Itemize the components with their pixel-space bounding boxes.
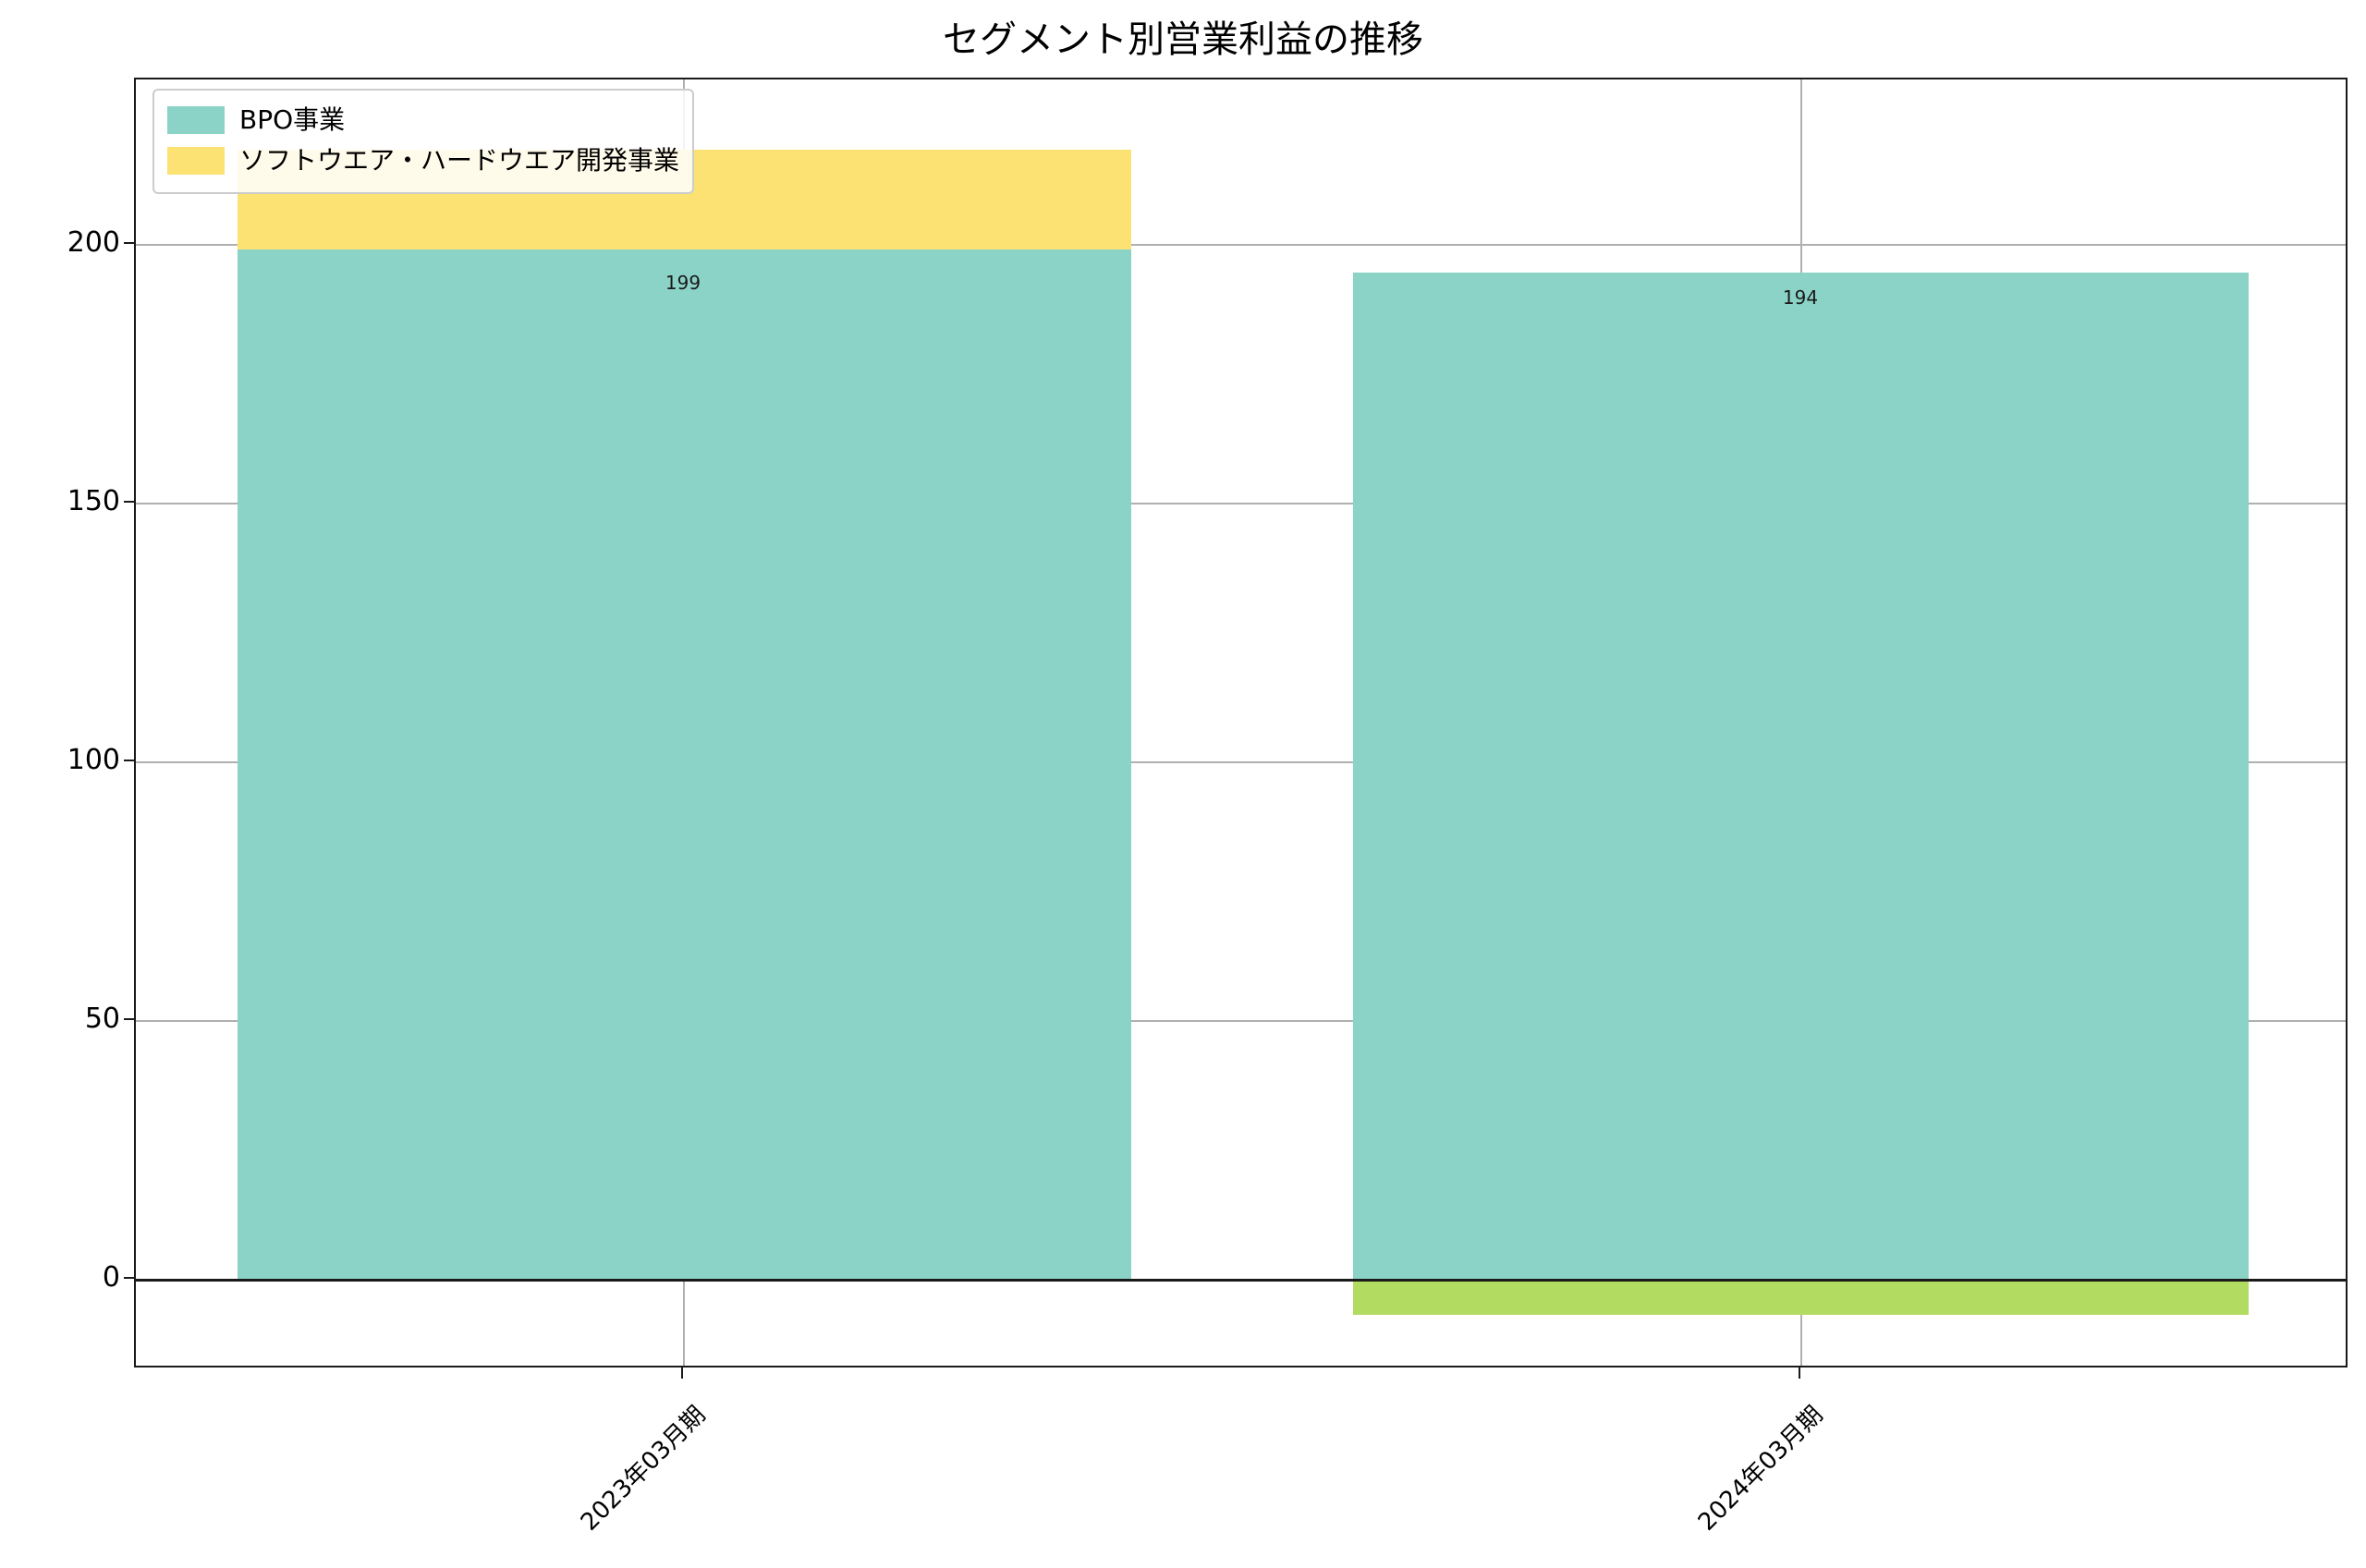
bar-2024-software-negative[interactable]	[1353, 1282, 2249, 1315]
y-tick-label-200: 200	[67, 226, 120, 259]
bar-label-2023: 199	[665, 272, 701, 294]
y-tick-label-50: 50	[84, 1003, 120, 1035]
gridline-200	[136, 244, 2346, 246]
y-tick-mark-0	[124, 1277, 135, 1279]
legend: BPO事業 ソフトウエア・ハードウエア開発事業	[152, 89, 695, 194]
legend-swatch-software	[167, 147, 225, 175]
legend-label-bpo: BPO事業	[239, 104, 346, 135]
y-tick-label-100: 100	[67, 744, 120, 776]
gridline-50	[136, 1020, 2346, 1022]
bar-2023-bpo[interactable]	[238, 249, 1131, 1280]
x-tick-label-2023: 2023年03月期	[575, 1401, 712, 1537]
y-tick-label-0: 0	[102, 1261, 120, 1294]
legend-item-bpo[interactable]: BPO事業	[167, 100, 679, 140]
bar-label-2024: 194	[1782, 286, 1819, 309]
bar-2024-bpo[interactable]	[1353, 273, 2249, 1280]
zero-baseline	[136, 1279, 2346, 1282]
x-tick-mark-2024	[1799, 1367, 1800, 1379]
y-tick-mark-150	[124, 501, 135, 503]
plot-area: 199 194	[134, 78, 2348, 1367]
y-tick-label-150: 150	[67, 485, 120, 517]
legend-swatch-bpo	[167, 106, 225, 134]
y-tick-mark-200	[124, 242, 135, 244]
gridline-150	[136, 503, 2346, 504]
legend-item-software[interactable]: ソフトウエア・ハードウエア開発事業	[167, 140, 679, 181]
page-title: セグメント別営業利益の推移	[943, 18, 1423, 61]
gridline-100	[136, 761, 2346, 763]
y-tick-mark-100	[124, 760, 135, 761]
y-tick-mark-50	[124, 1018, 135, 1020]
x-tick-mark-2023	[681, 1367, 683, 1379]
x-tick-label-2024: 2024年03月期	[1692, 1401, 1829, 1537]
legend-label-software: ソフトウエア・ハードウエア開発事業	[239, 145, 680, 176]
